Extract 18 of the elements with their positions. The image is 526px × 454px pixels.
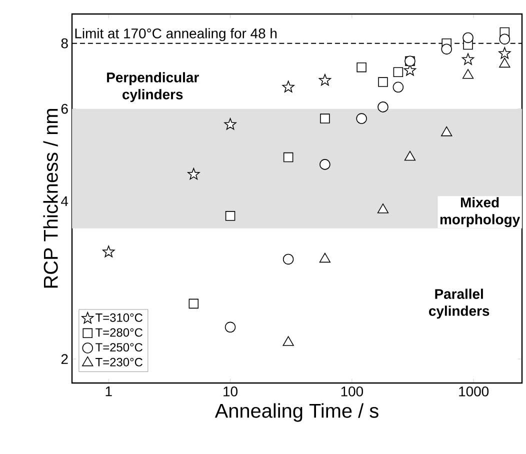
band-label: Mixed morphology: [440, 197, 520, 228]
y-axis-title: RCP Thickness / nm: [43, 109, 58, 288]
y-tick-label: 6: [61, 104, 68, 114]
x-tick-label: 1000: [459, 386, 489, 396]
x-tick-label: 1: [106, 386, 112, 396]
legend-label: T=310°C: [96, 313, 142, 322]
ref-line-label: Limit at 170°C annealing for 48 h: [75, 28, 277, 42]
y-tick-label: 2: [61, 354, 68, 364]
y-tick-label: 4: [61, 196, 68, 206]
legend-label: T=280°C: [96, 328, 142, 337]
x-axis-title: Annealing Time / s: [214, 403, 378, 422]
x-tick-label: 10: [224, 386, 238, 396]
legend-label: T=250°C: [96, 343, 142, 352]
x-tick-label: 100: [341, 386, 364, 396]
annotation: Parallel cylinders: [429, 288, 490, 319]
y-tick-label: 8: [61, 38, 68, 48]
legend-label: T=230°C: [96, 358, 142, 366]
annotation: Perpendicular cylinders: [107, 72, 199, 102]
